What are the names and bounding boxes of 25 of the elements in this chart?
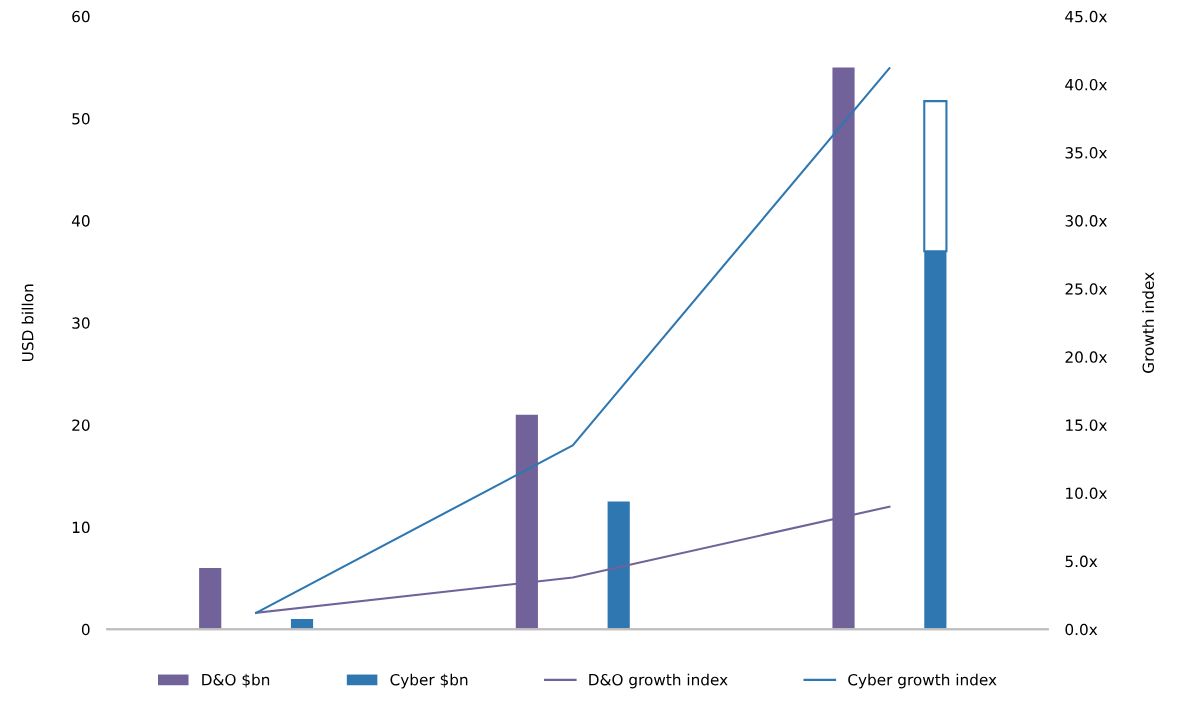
y2-tick-label: 30.0x: [1065, 215, 1107, 227]
y2-tick-label: 20.0x: [1065, 351, 1107, 363]
legend-label: D&O growth index: [589, 673, 728, 689]
y2-tick-label: 15.0x: [1066, 419, 1107, 431]
y2-tick-label: 45.0x: [1065, 10, 1107, 23]
bar: [199, 567, 222, 630]
y-tick-label: 40: [71, 215, 90, 227]
y2-tick-label: 10.0x: [1066, 487, 1107, 500]
bar: [607, 501, 630, 630]
y-tick-label: 10: [72, 521, 90, 534]
legend-label: Cyber $bn: [390, 673, 468, 689]
y2-tick-label: 5.0x: [1065, 555, 1098, 568]
y-tick-label: 0: [81, 623, 90, 636]
y2-tick-label: 40.0x: [1065, 78, 1107, 91]
y2-tick-label: 25.0x: [1065, 283, 1107, 295]
y2-axis-title: Growth index: [1142, 272, 1155, 373]
y-tick-label: 20: [72, 419, 90, 431]
y-tick-label: 50: [72, 112, 90, 125]
y2-tick-label: 35.0x: [1065, 147, 1107, 159]
y2-tick-label: 0.0x: [1065, 623, 1098, 636]
y-tick-label: 60: [72, 10, 90, 23]
y-axis-title: USD billon: [21, 284, 34, 361]
legend-label: Cyber growth index: [848, 673, 997, 689]
legend-label: D&O $bn: [202, 673, 270, 688]
y-tick-label: 30: [72, 317, 90, 329]
